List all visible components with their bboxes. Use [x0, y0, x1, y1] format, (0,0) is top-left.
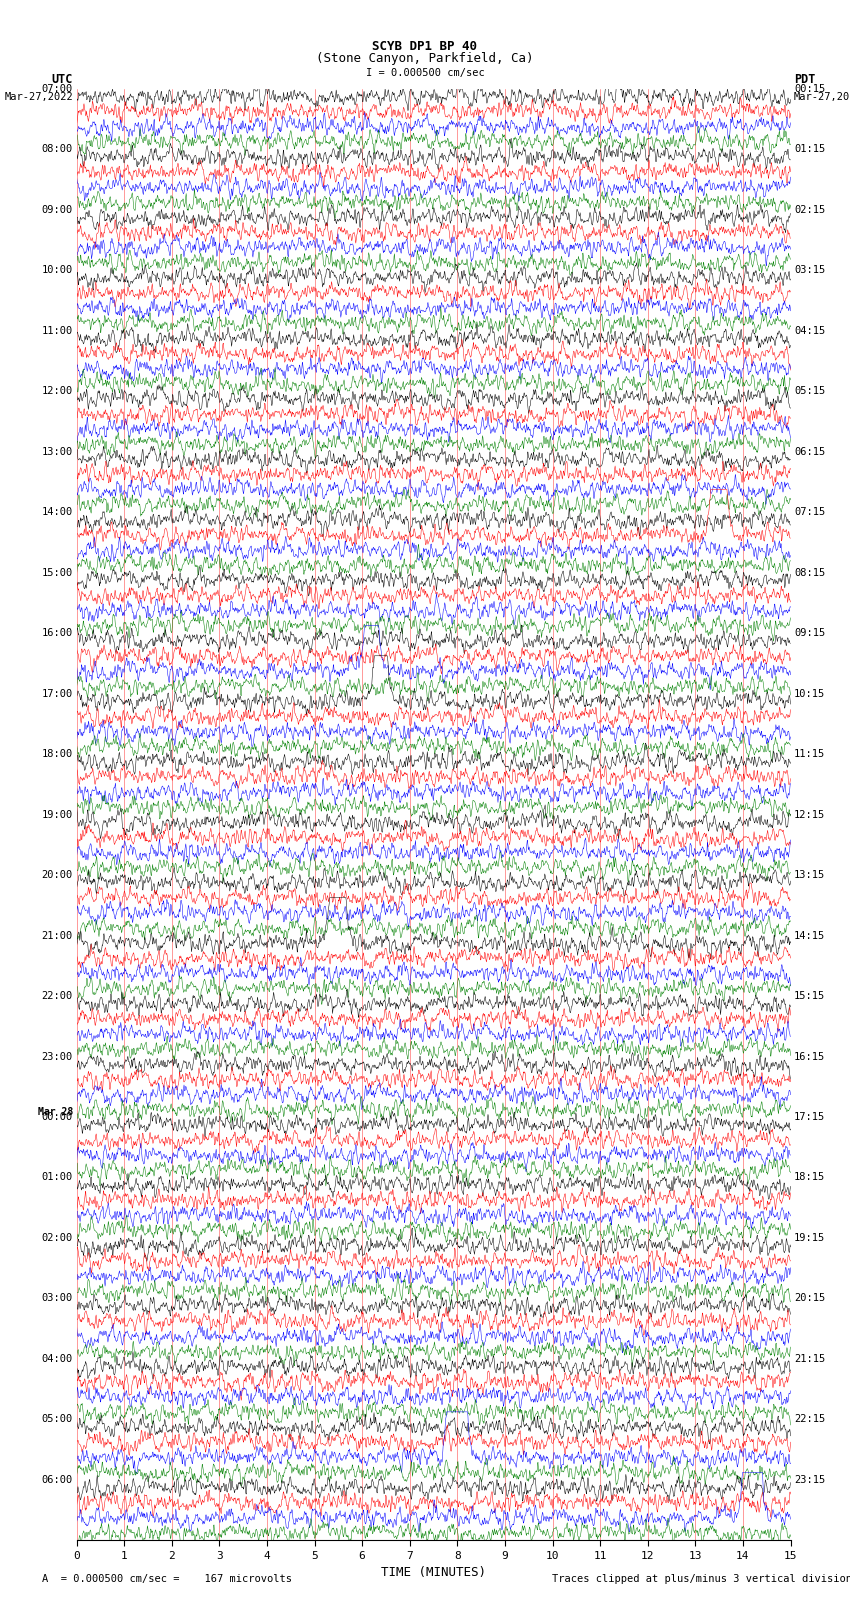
Text: 08:15: 08:15 [794, 568, 825, 577]
Text: 18:15: 18:15 [794, 1173, 825, 1182]
Text: 18:00: 18:00 [42, 748, 73, 760]
Text: 22:15: 22:15 [794, 1415, 825, 1424]
Text: 04:00: 04:00 [42, 1353, 73, 1365]
Text: 12:00: 12:00 [42, 386, 73, 397]
Text: 15:15: 15:15 [794, 990, 825, 1002]
Text: 05:00: 05:00 [42, 1415, 73, 1424]
Text: 16:00: 16:00 [42, 627, 73, 639]
Text: 12:15: 12:15 [794, 810, 825, 819]
Text: 08:00: 08:00 [42, 144, 73, 155]
Text: 20:00: 20:00 [42, 869, 73, 881]
Text: 13:15: 13:15 [794, 869, 825, 881]
Text: 19:15: 19:15 [794, 1232, 825, 1244]
Text: Traces clipped at plus/minus 3 vertical divisions: Traces clipped at plus/minus 3 vertical … [552, 1574, 850, 1584]
Text: 11:00: 11:00 [42, 326, 73, 336]
Text: 06:15: 06:15 [794, 447, 825, 456]
Text: 22:00: 22:00 [42, 990, 73, 1002]
Text: 00:15: 00:15 [794, 84, 825, 94]
Text: 14:15: 14:15 [794, 931, 825, 940]
Text: (Stone Canyon, Parkfield, Ca): (Stone Canyon, Parkfield, Ca) [316, 52, 534, 65]
Text: 14:00: 14:00 [42, 506, 73, 518]
Text: 09:15: 09:15 [794, 627, 825, 639]
Text: Mar-27,2022: Mar-27,2022 [794, 92, 850, 102]
Text: PDT: PDT [794, 73, 815, 85]
Text: UTC: UTC [52, 73, 73, 85]
Text: 09:00: 09:00 [42, 205, 73, 215]
Text: 01:00: 01:00 [42, 1173, 73, 1182]
X-axis label: TIME (MINUTES): TIME (MINUTES) [381, 1566, 486, 1579]
Text: 20:15: 20:15 [794, 1294, 825, 1303]
Text: 15:00: 15:00 [42, 568, 73, 577]
Text: 05:15: 05:15 [794, 386, 825, 397]
Text: 07:00: 07:00 [42, 84, 73, 94]
Text: 11:15: 11:15 [794, 748, 825, 760]
Text: 00:00: 00:00 [42, 1111, 73, 1123]
Text: 23:15: 23:15 [794, 1474, 825, 1486]
Text: A  = 0.000500 cm/sec =    167 microvolts: A = 0.000500 cm/sec = 167 microvolts [42, 1574, 292, 1584]
Text: 21:15: 21:15 [794, 1353, 825, 1365]
Text: 03:15: 03:15 [794, 265, 825, 276]
Text: 07:15: 07:15 [794, 506, 825, 518]
Text: SCYB DP1 BP 40: SCYB DP1 BP 40 [372, 40, 478, 53]
Text: 13:00: 13:00 [42, 447, 73, 456]
Text: 19:00: 19:00 [42, 810, 73, 819]
Text: 16:15: 16:15 [794, 1052, 825, 1061]
Text: 10:00: 10:00 [42, 265, 73, 276]
Text: I = 0.000500 cm/sec: I = 0.000500 cm/sec [366, 68, 484, 77]
Text: 01:15: 01:15 [794, 144, 825, 155]
Text: 21:00: 21:00 [42, 931, 73, 940]
Text: 17:15: 17:15 [794, 1111, 825, 1123]
Text: 02:15: 02:15 [794, 205, 825, 215]
Text: 10:15: 10:15 [794, 689, 825, 698]
Text: 03:00: 03:00 [42, 1294, 73, 1303]
Text: 06:00: 06:00 [42, 1474, 73, 1486]
Text: 23:00: 23:00 [42, 1052, 73, 1061]
Text: Mar-27,2022: Mar-27,2022 [4, 92, 73, 102]
Text: Mar 28: Mar 28 [37, 1107, 73, 1118]
Text: 17:00: 17:00 [42, 689, 73, 698]
Text: 02:00: 02:00 [42, 1232, 73, 1244]
Text: 04:15: 04:15 [794, 326, 825, 336]
